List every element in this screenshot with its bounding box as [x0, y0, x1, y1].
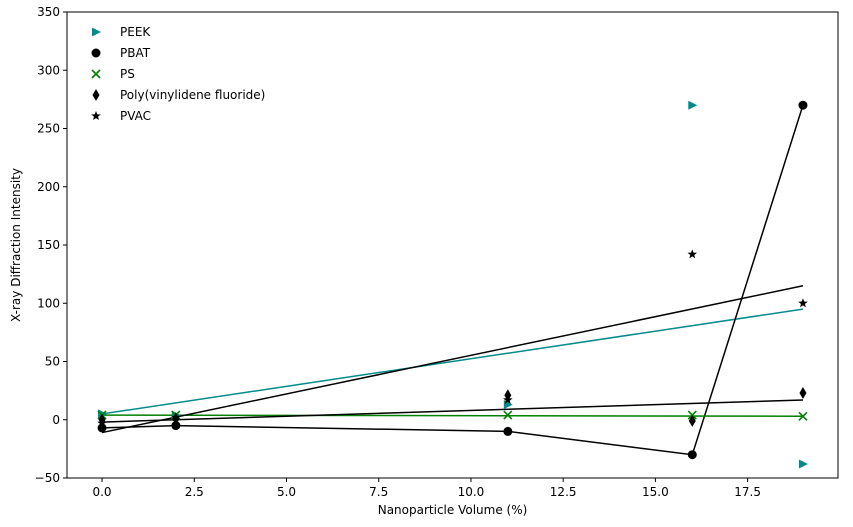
legend-label: PEEK — [120, 25, 151, 39]
legend-marker-ps — [91, 69, 101, 79]
x-axis-label: Nanoparticle Volume (%) — [378, 503, 528, 517]
y-tick-label: 250 — [37, 122, 60, 136]
data-point-pvac — [97, 418, 107, 428]
data-point-peek — [798, 459, 808, 469]
data-point-poly-vinylidene-fluoride — [688, 414, 696, 427]
legend-marker-peek — [92, 27, 101, 37]
data-point-pbat — [798, 100, 808, 110]
x-tick-label: 5.0 — [277, 485, 296, 499]
fit-line-poly-vinylidene-fluoride — [102, 399, 803, 423]
fit-lines — [101, 104, 804, 456]
y-tick-label: 50 — [45, 355, 60, 369]
data-point-pvac — [171, 412, 181, 422]
data-point-pbat — [503, 426, 513, 436]
x-tick-label: 10.0 — [458, 485, 485, 499]
legend-marker-pbat — [91, 48, 101, 58]
plot-area-frame — [66, 11, 839, 479]
data-point-pbat — [687, 450, 697, 460]
legend-label: Poly(vinylidene fluoride) — [120, 88, 265, 102]
data-point-ps — [503, 410, 513, 420]
data-point-pvac — [687, 249, 698, 259]
x-tick-label: 12.5 — [550, 485, 577, 499]
y-tick-label: 100 — [37, 296, 60, 310]
y-tick-label: 350 — [37, 5, 60, 19]
legend-label: PS — [120, 67, 135, 81]
x-tick-label: 15.0 — [642, 485, 669, 499]
x-tick-label: 2.5 — [185, 485, 204, 499]
legend-label: PVAC — [120, 109, 151, 123]
x-tick-label: 0.0 — [92, 485, 111, 499]
y-tick-label: −50 — [35, 471, 60, 485]
fit-line-pvac — [101, 285, 804, 434]
y-tick-label: 0 — [52, 413, 60, 427]
data-point-poly-vinylidene-fluoride — [799, 386, 807, 399]
data-point-pbat — [171, 421, 181, 431]
y-axis-label: X-ray Diffraction Intensity — [9, 168, 23, 322]
fit-line-peek — [101, 308, 804, 415]
legend: PEEK PBAT PS Poly(vinylidene fluoride) PVAC — [91, 25, 265, 123]
data-point-pvac — [503, 394, 513, 404]
legend-label: PBAT — [120, 46, 151, 60]
legend-marker-poly-vinylidene-fluoride — [92, 89, 100, 101]
x-tick-label: 17.5 — [734, 485, 761, 499]
data-point-peek — [688, 100, 698, 110]
y-axis-ticks: −50 0 50 100 150 200 250 300 350 — [35, 5, 67, 485]
data-points — [97, 100, 808, 469]
x-tick-label: 7.5 — [369, 485, 388, 499]
data-point-pvac — [798, 298, 808, 308]
fit-line-ps — [102, 414, 803, 417]
y-tick-label: 150 — [37, 238, 60, 252]
y-tick-label: 200 — [37, 180, 60, 194]
data-point-ps — [798, 411, 808, 421]
x-axis-ticks: 0.0 2.5 5.0 7.5 10.0 12.5 15.0 17.5 — [92, 478, 761, 499]
y-tick-label: 300 — [37, 63, 60, 77]
legend-marker-pvac — [91, 111, 101, 121]
fit-line-pbat — [102, 104, 804, 456]
